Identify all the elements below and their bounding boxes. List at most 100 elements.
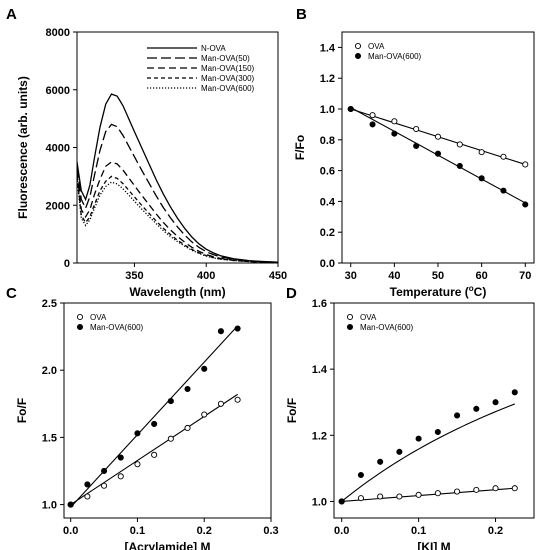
data-point	[134, 430, 141, 437]
fit-line	[70, 325, 239, 508]
data-point	[522, 201, 529, 208]
legend-label: OVA	[360, 313, 377, 322]
data-point	[434, 490, 441, 497]
data-point	[347, 105, 354, 113]
panel-b: B 30 40 50 60 70 0.0 0.2 0.4 0.6 0.8 1.0 1.2 1.4 Tempe…	[293, 6, 535, 299]
legend-marker	[76, 323, 84, 331]
data-point	[84, 481, 91, 488]
y-axis: 0.0 0.2 0.4 0.6 0.8 1.0 1.2 1.4	[320, 42, 342, 270]
legend-marker	[354, 42, 362, 50]
legend-label: Man-OVA(600)	[360, 323, 414, 332]
x-tick-label: 60	[476, 270, 488, 282]
legend-marker	[76, 313, 84, 321]
data-point	[234, 396, 241, 403]
fit-line	[341, 487, 515, 503]
series-man-ova-300-	[77, 175, 278, 263]
y-axis: 1.0 1.5 2.0 2.5	[42, 298, 64, 512]
series-ova	[338, 485, 518, 505]
x-tick-label: 70	[519, 270, 531, 282]
series-ova	[347, 105, 529, 168]
series-line	[77, 177, 278, 263]
series-man-ova-50-	[77, 123, 278, 263]
plot-area	[338, 389, 518, 505]
x-tick-label: 0.0	[334, 525, 349, 537]
data-point	[217, 328, 224, 335]
y-axis: 0 2000 4000 6000 8000	[46, 27, 77, 270]
data-point	[117, 473, 124, 480]
legend-label: N-OVA	[201, 44, 226, 53]
y-tick-label: 6000	[46, 85, 70, 97]
legend-label: OVA	[368, 42, 385, 51]
y-axis-title: Fo/F	[285, 398, 299, 423]
plot-frame	[63, 302, 272, 519]
data-point	[473, 486, 480, 493]
x-tick-label: 30	[345, 270, 357, 282]
fit-curve	[341, 403, 515, 502]
y-tick-label: 1.4	[312, 364, 328, 376]
panel-letter: C	[6, 285, 17, 302]
x-axis: 350 400 450	[125, 263, 287, 282]
x-tick-label: 350	[125, 270, 143, 282]
series-line	[77, 93, 278, 263]
plot-area	[347, 105, 529, 208]
data-point	[338, 498, 345, 505]
x-axis-title: [KI] M	[417, 540, 450, 550]
y-tick-label: 0	[64, 258, 70, 270]
legend-label: Man-OVA(50)	[201, 54, 250, 63]
series-man-ova-600-	[347, 105, 529, 208]
data-point	[478, 175, 485, 182]
data-point	[511, 389, 518, 396]
y-tick-label: 0.8	[320, 135, 335, 147]
legend-label: Man-OVA(600)	[201, 84, 255, 93]
data-point	[377, 493, 384, 500]
series-line	[77, 175, 278, 263]
data-point	[101, 467, 108, 475]
data-point	[134, 461, 141, 468]
data-point	[415, 491, 422, 498]
data-point	[357, 495, 364, 502]
data-point	[522, 161, 529, 168]
data-point	[456, 141, 463, 148]
data-point	[511, 485, 518, 492]
y-tick-label: 8000	[46, 27, 70, 39]
y-tick-label: 2.5	[42, 298, 57, 310]
y-axis: 1.0 1.2 1.4 1.6	[312, 298, 334, 508]
y-tick-label: 2.0	[42, 365, 57, 377]
data-point	[413, 142, 420, 150]
plot-area	[67, 325, 241, 508]
series-man-ova-600-	[338, 389, 518, 505]
data-point	[377, 458, 384, 465]
series-line	[77, 161, 278, 263]
y-tick-label: 1.0	[312, 496, 327, 508]
legend-label: OVA	[90, 313, 107, 322]
x-tick-label: 400	[197, 270, 215, 282]
y-tick-label: 1.0	[42, 500, 57, 512]
y-tick-label: 1.6	[312, 298, 327, 310]
y-tick-label: 0.0	[320, 258, 335, 270]
panel-d: D 0.0 0.1 0.2 1.0 1.2 1.4 1.6 [KI] M Fo/F OVAMan-O…	[285, 285, 535, 550]
plot-frame	[333, 302, 535, 519]
plot-frame	[341, 31, 535, 264]
legend: N-OVAMan-OVA(50)Man-OVA(150)Man-OVA(300)…	[147, 44, 255, 93]
data-point	[454, 412, 461, 419]
data-point	[201, 365, 208, 372]
y-tick-label: 0.2	[320, 227, 335, 239]
data-point	[391, 130, 398, 137]
data-point	[101, 482, 108, 489]
x-axis-title-end: C)	[474, 285, 487, 299]
data-point	[500, 187, 507, 194]
y-tick-label: 0.6	[320, 166, 335, 178]
data-point	[217, 400, 224, 407]
x-tick-label: 0.0	[63, 525, 78, 537]
series-line	[77, 123, 278, 263]
data-point	[184, 424, 191, 432]
data-point	[151, 420, 158, 427]
x-axis-title: Temperature (oC)	[390, 284, 487, 299]
x-axis-title: Wavelength (nm)	[129, 285, 225, 299]
data-point	[84, 493, 91, 500]
series-man-ova-600-	[67, 325, 241, 508]
data-point	[184, 385, 191, 393]
data-point	[391, 118, 398, 125]
data-point	[478, 149, 485, 156]
